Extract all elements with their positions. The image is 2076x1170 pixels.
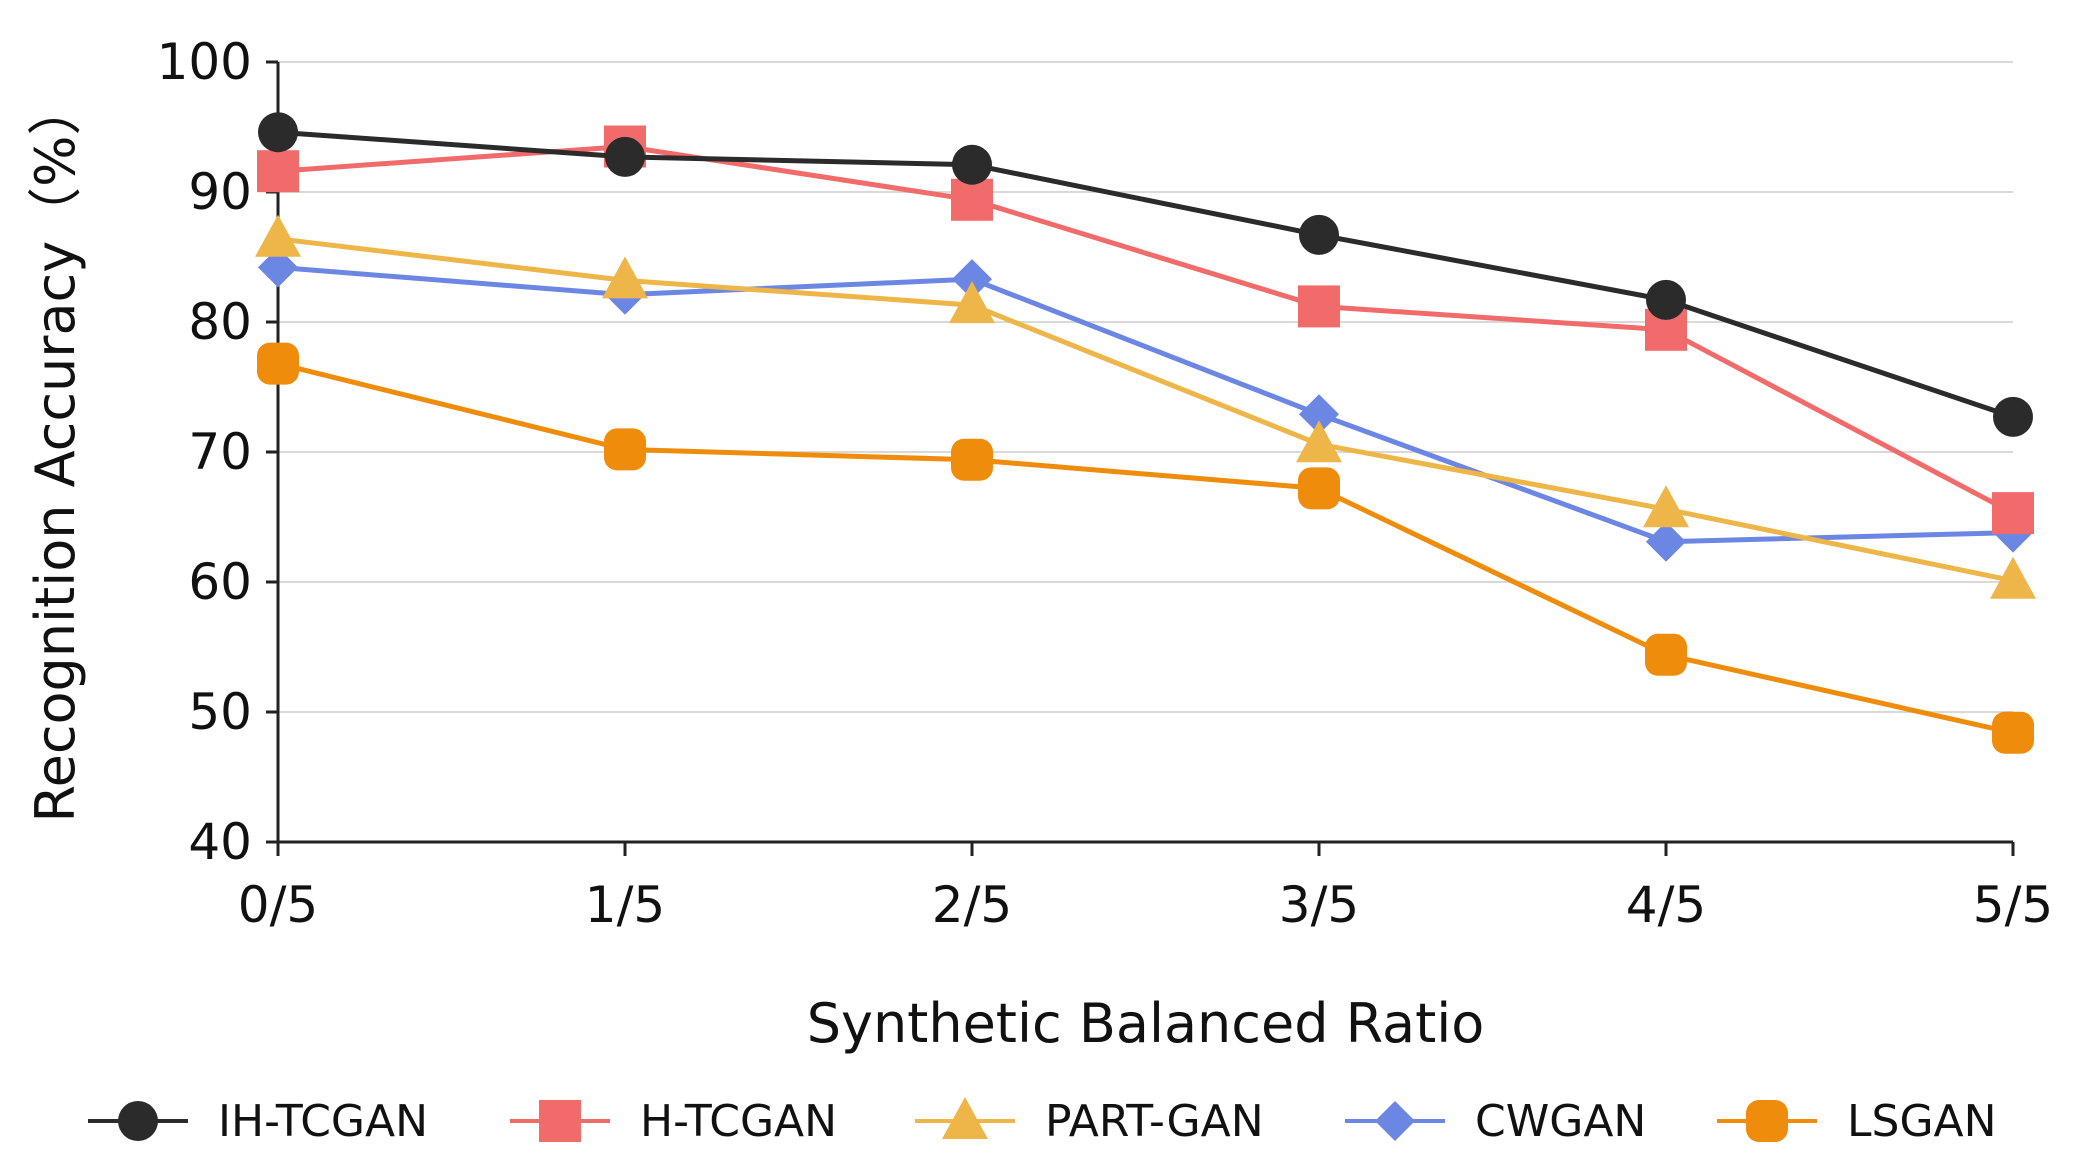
data-point-ih-tcgan <box>1299 214 1339 255</box>
x-tick-label: 0/5 <box>238 876 318 934</box>
y-tick-label: 50 <box>188 683 252 741</box>
y-tick-label: 40 <box>188 813 252 871</box>
legend-marker-triangle <box>942 1097 988 1139</box>
y-tick-label: 70 <box>188 423 252 481</box>
data-point-ih-tcgan <box>1993 396 2033 437</box>
y-tick-label: 60 <box>188 553 252 611</box>
data-point-lsgan <box>1992 711 2034 754</box>
data-point-cwgan <box>1646 521 1686 562</box>
data-point-lsgan <box>951 438 993 481</box>
series-ih-tcgan <box>258 112 2033 437</box>
y-tick-label: 100 <box>157 33 252 91</box>
legend-label: IH-TCGAN <box>218 1096 428 1147</box>
x-axis-title: Synthetic Balanced Ratio <box>807 992 1485 1055</box>
y-tick-label: 90 <box>188 163 252 221</box>
legend-marker-circle <box>118 1101 158 1141</box>
series-cwgan <box>258 247 2033 562</box>
legend-item-ih-tcgan: IH-TCGAN <box>88 1096 428 1147</box>
series-part-gan <box>255 214 2036 599</box>
legend-item-cwgan: CWGAN <box>1345 1096 1646 1147</box>
series-line-cwgan <box>277 264 2014 545</box>
data-point-part-gan <box>1990 556 2036 599</box>
data-point-cwgan <box>1299 394 1339 435</box>
data-point-part-gan <box>949 281 995 324</box>
x-tick-label: 5/5 <box>1973 876 2053 934</box>
y-tick-label: 80 <box>188 293 252 351</box>
legend-marker-rounded-square <box>1746 1100 1788 1142</box>
legend: IH-TCGAN H-TCGAN PART-GAN CWGAN LSGAN <box>88 1096 1997 1147</box>
tick-labels: 40 50 60 70 80 90 100 0/5 1/5 2/5 3/5 4/5 5/5 <box>157 33 2054 934</box>
data-point-part-gan <box>602 256 648 299</box>
data-point-ih-tcgan <box>952 144 992 185</box>
grid-lines <box>278 61 2013 713</box>
data-point-cwgan <box>258 247 298 288</box>
x-tick-label: 2/5 <box>932 876 1012 934</box>
data-point-part-gan <box>1296 420 1342 463</box>
data-point-h-tcgan <box>1298 285 1340 328</box>
x-tick-label: 1/5 <box>585 876 665 934</box>
data-point-lsgan <box>257 342 299 385</box>
legend-marker-square <box>539 1100 581 1142</box>
legend-label: PART-GAN <box>1045 1096 1264 1147</box>
series-lsgan <box>257 342 2034 754</box>
data-point-ih-tcgan <box>258 112 298 153</box>
data-point-part-gan <box>255 214 301 257</box>
data-point-cwgan <box>952 259 992 300</box>
data-series <box>255 112 2036 754</box>
legend-label: LSGAN <box>1847 1096 1997 1147</box>
legend-item-part-gan: PART-GAN <box>915 1096 1264 1147</box>
data-point-lsgan <box>604 428 646 471</box>
x-tick-label: 3/5 <box>1279 876 1359 934</box>
x-tick-label: 4/5 <box>1626 876 1706 934</box>
legend-marker-diamond <box>1375 1101 1415 1141</box>
legend-label: H-TCGAN <box>640 1096 837 1147</box>
legend-label: CWGAN <box>1475 1096 1646 1147</box>
data-point-h-tcgan <box>951 178 993 221</box>
data-point-ih-tcgan <box>1646 279 1686 320</box>
data-point-h-tcgan <box>257 150 299 193</box>
series-line-lsgan <box>277 361 2014 736</box>
series-line-ih-tcgan <box>277 129 2014 420</box>
series-line-part-gan <box>277 236 2014 584</box>
data-point-lsgan <box>1645 633 1687 676</box>
data-point-part-gan <box>1643 485 1689 528</box>
data-point-ih-tcgan <box>605 136 645 177</box>
legend-item-lsgan: LSGAN <box>1717 1096 1997 1147</box>
y-axis-title: Recognition Accuracy（%） <box>24 82 87 823</box>
data-point-h-tcgan <box>1992 492 2034 535</box>
legend-item-h-tcgan: H-TCGAN <box>510 1096 837 1147</box>
data-point-lsgan <box>1298 467 1340 510</box>
